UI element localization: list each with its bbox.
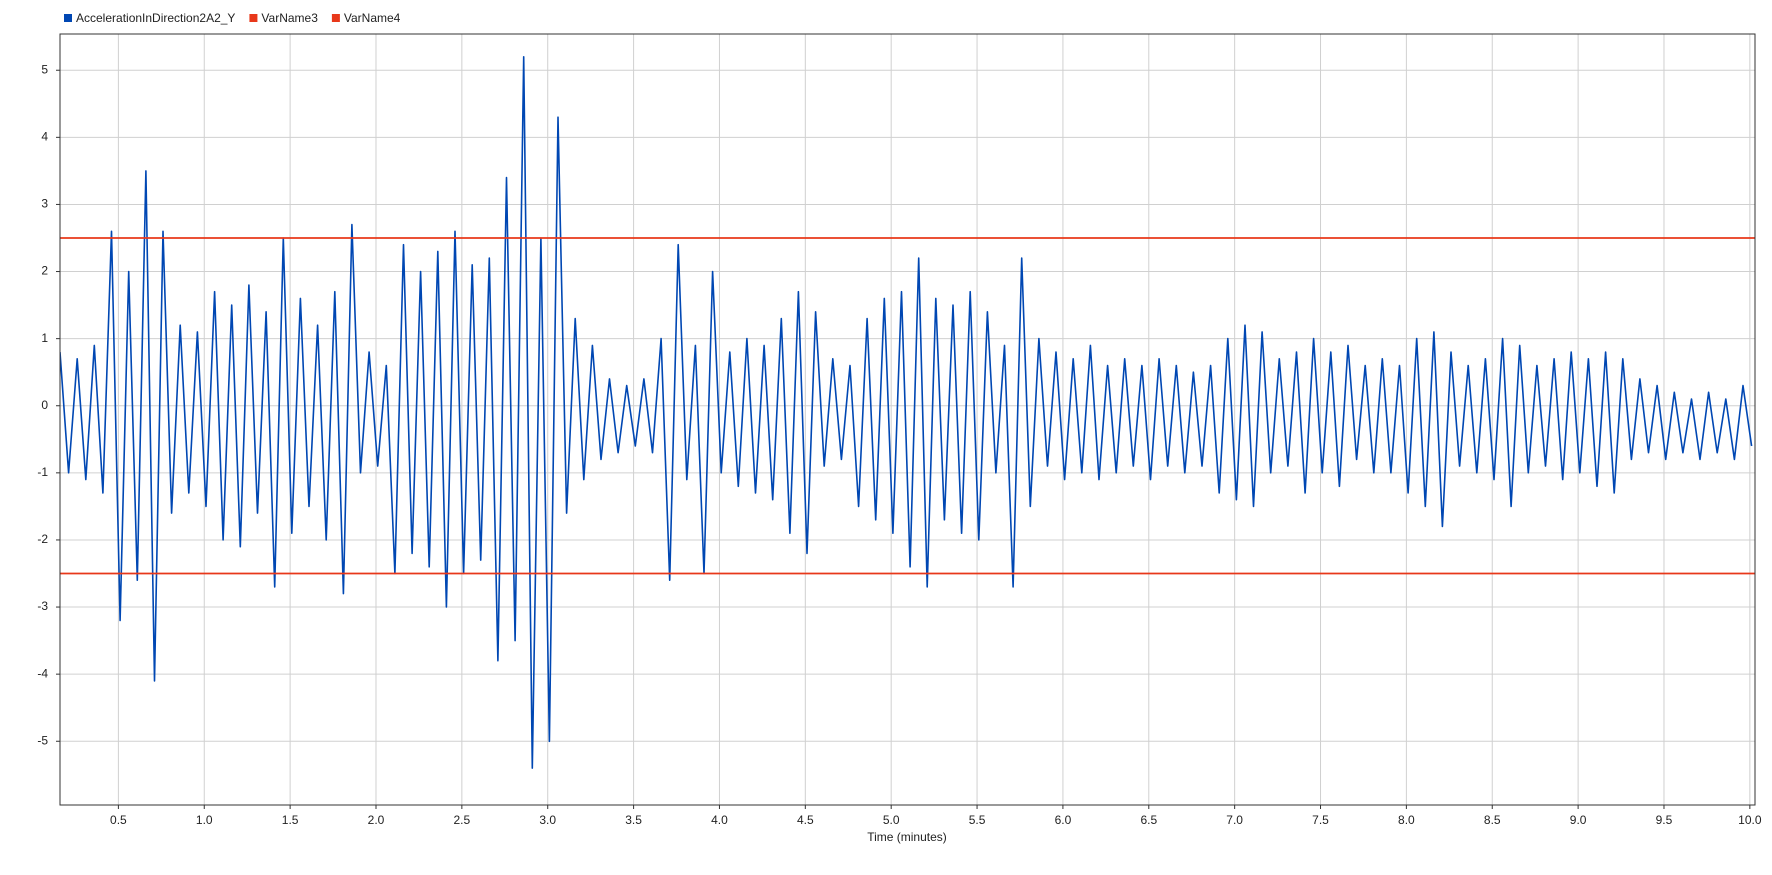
legend-label: VarName4	[344, 11, 401, 25]
y-tick-label: -5	[37, 733, 48, 747]
y-tick-label: -4	[37, 666, 48, 680]
x-tick-label: 8.5	[1484, 813, 1501, 827]
y-tick-label: -2	[37, 532, 48, 546]
x-tick-label: 1.5	[282, 813, 299, 827]
x-tick-label: 1.0	[196, 813, 213, 827]
x-tick-label: 6.0	[1055, 813, 1072, 827]
x-tick-label: 4.0	[711, 813, 728, 827]
legend-label: AccelerationInDirection2A2_Y	[76, 11, 235, 25]
labels: -5 -4 -3 -2 -1 0 1 2 3 4 5 0.5 1.0 1.5 2.0 2.5 3.0 3.5 4.0…	[37, 62, 1762, 827]
y-tick-label: 1	[41, 331, 48, 345]
x-tick-label: 5.0	[883, 813, 900, 827]
x-tick-label: 4.5	[797, 813, 814, 827]
y-tick-label: -1	[37, 465, 48, 479]
data-line	[60, 56, 1753, 769]
y-tick-label: 4	[41, 130, 48, 144]
x-tick-label: 9.0	[1570, 813, 1587, 827]
x-tick-label: 0.5	[110, 813, 127, 827]
x-tick-label: 3.0	[539, 813, 556, 827]
x-tick-label: 2.0	[368, 813, 385, 827]
legend-label: VarName3	[261, 11, 318, 25]
x-tick-label: 7.5	[1312, 813, 1329, 827]
plot-frame	[59, 33, 1756, 806]
x-tick-label: 2.5	[454, 813, 471, 827]
y-tick-label: 0	[41, 398, 48, 412]
x-tick-label: 3.5	[625, 813, 642, 827]
x-tick-label: 8.0	[1398, 813, 1415, 827]
y-tick-label: -3	[37, 599, 48, 613]
grid	[60, 34, 1755, 805]
y-tick-label: 2	[41, 264, 48, 278]
y-tick-label: 5	[41, 62, 48, 76]
x-axis-title: Time (minutes)	[867, 830, 947, 844]
legend-swatch	[64, 14, 72, 22]
plot-area	[60, 56, 1755, 769]
y-tick-label: 3	[41, 197, 48, 211]
legend: AccelerationInDirection2A2_Y VarName3 VarN…	[64, 11, 401, 25]
x-tick-label: 9.5	[1656, 813, 1673, 827]
x-tick-label: 6.5	[1140, 813, 1157, 827]
x-tick-label: 7.0	[1226, 813, 1243, 827]
legend-swatch	[331, 14, 340, 22]
legend-swatch	[249, 14, 258, 22]
x-tick-label: 5.5	[969, 813, 986, 827]
x-tick-label: 10.0	[1738, 813, 1762, 827]
